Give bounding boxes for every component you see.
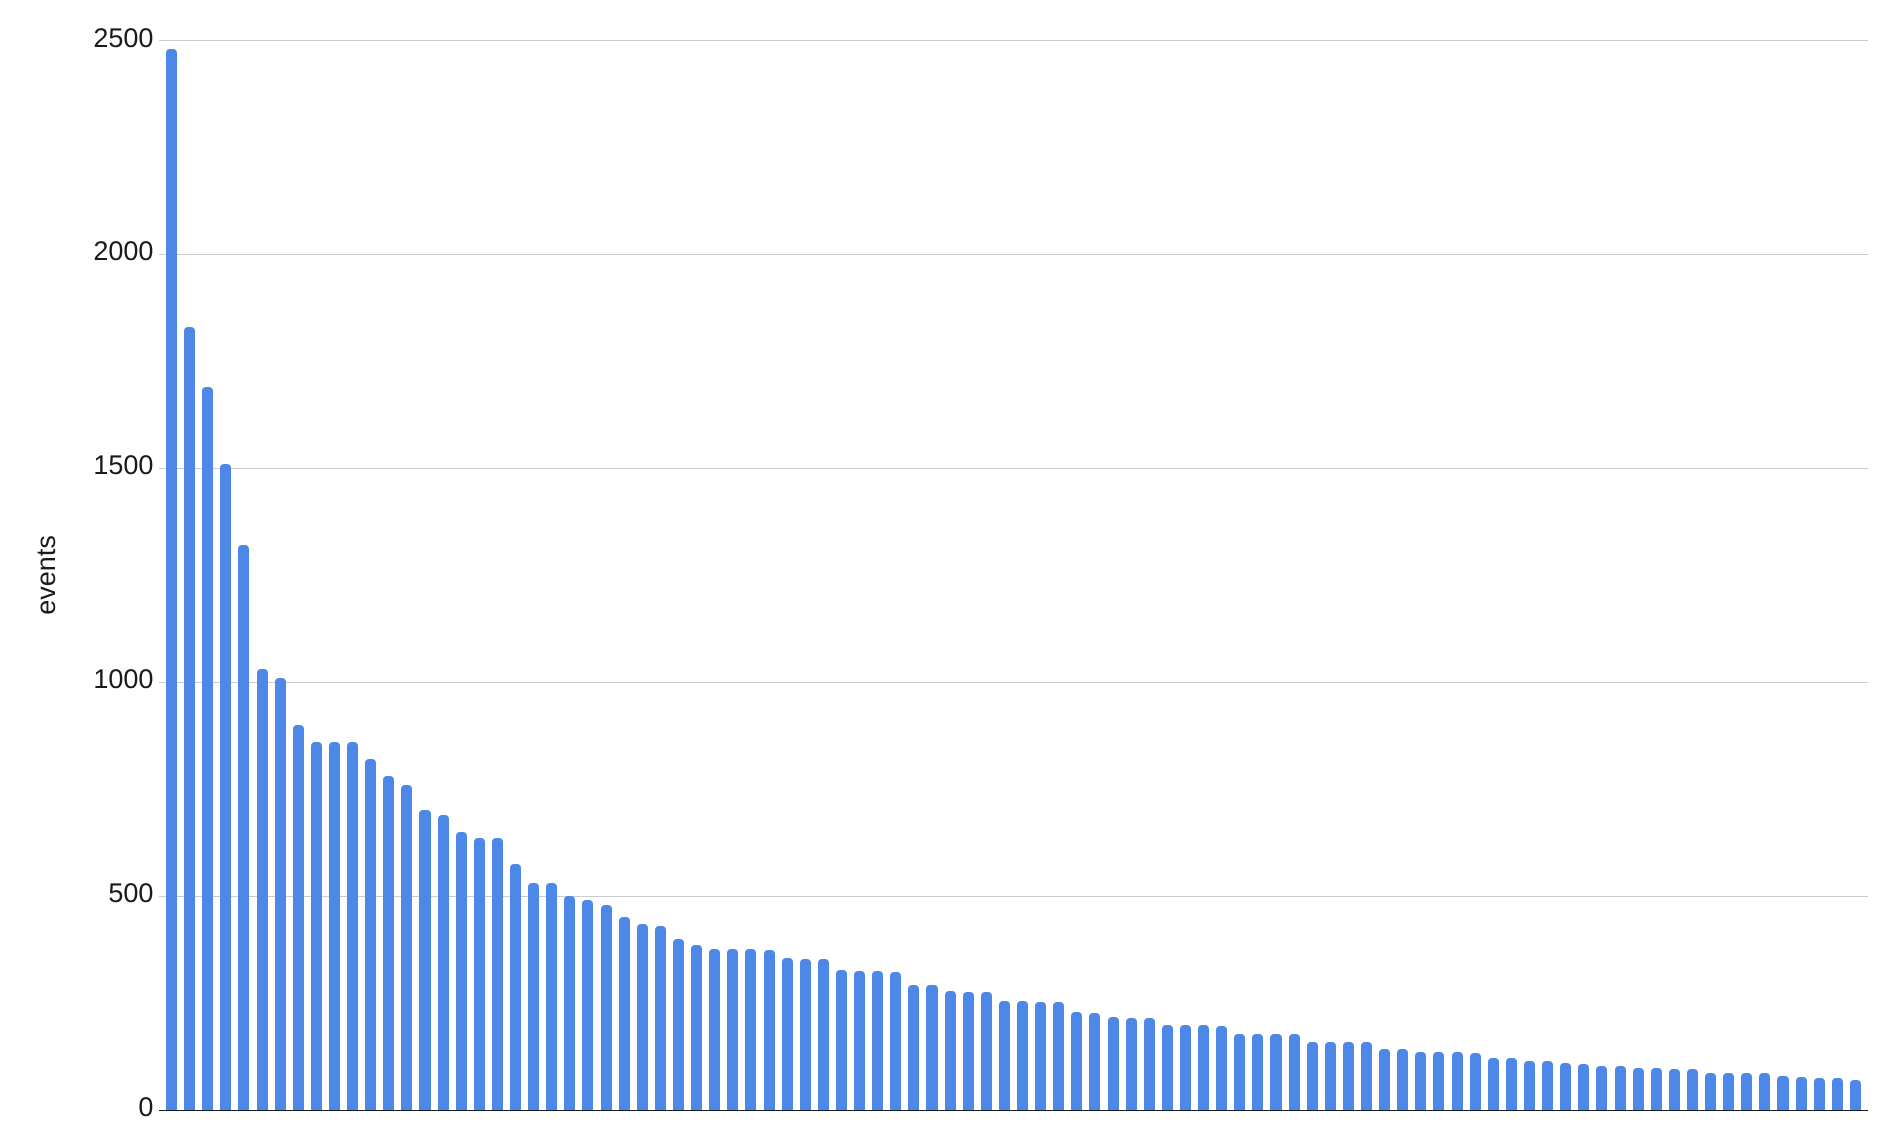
svg-text:events: events (31, 535, 61, 615)
